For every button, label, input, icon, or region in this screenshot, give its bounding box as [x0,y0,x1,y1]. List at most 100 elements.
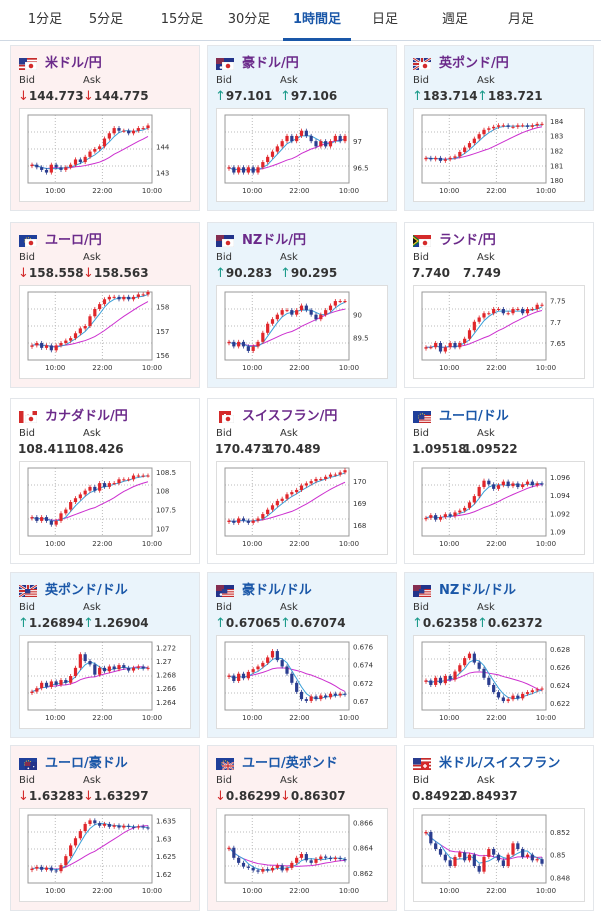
candle-body [448,860,452,866]
y-tick-label: 1.62 [156,871,172,879]
tab-weekly[interactable]: 週足 [441,12,468,27]
pair-title[interactable]: ユーロ/英ポンド [242,756,338,771]
card-usd-chf[interactable]: 米ドル/スイスフラン Bid Ask 0.84922 0.84937 0.852 0.85 0… [404,745,594,911]
pair-title[interactable]: カナダドル/円 [45,409,128,424]
pair-title[interactable]: 英ポンド/ドル [45,583,128,598]
candle-body [506,481,510,487]
candle-body [467,143,472,148]
tab-5min[interactable]: 5分足 [88,12,124,27]
candle-body [261,869,265,872]
ask-value: ↑183.721 [477,89,543,104]
price-chart[interactable]: 0.866 0.864 0.862 10:00 22:00 10:00 [216,808,388,902]
pair-title[interactable]: 米ドル/円 [45,56,102,71]
pair-title[interactable]: 英ポンド/円 [439,56,509,71]
tab-monthly[interactable]: 月足 [507,12,534,27]
arrow-down-icon: ↓ [83,789,94,804]
tab-15min[interactable]: 15分足 [160,12,204,27]
y-tick-label: 0.626 [550,664,571,672]
price-chart[interactable]: 1.272 1.27 1.268 1.266 1.264 10:00 22:00 10:00 [19,635,191,729]
x-tick-label: 22:00 [486,714,506,722]
price-chart[interactable]: 90 89.5 10:00 22:00 10:00 [216,285,388,379]
japan-flag-icon [25,239,37,247]
pair-title[interactable]: NZドル/円 [242,233,307,248]
candle-body [241,518,246,521]
tab-30min[interactable]: 30分足 [227,12,271,27]
price-chart[interactable]: 0.852 0.85 0.848 10:00 22:00 10:00 [413,808,585,902]
candle-body [136,128,140,131]
candle-body [434,157,438,160]
candle-body [443,854,447,861]
card-nzd-jpy[interactable]: NZドル/円 Bid Ask ↑90.283 ↑90.295 90 89.5 10:00 22:… [207,222,397,388]
candle-body [102,138,107,147]
candle-body [256,870,260,872]
candle-body [30,691,34,693]
price-chart[interactable]: 97 96.5 10:00 22:00 10:00 [216,108,388,202]
candle-body [482,480,486,488]
card-gbp-jpy[interactable]: 英ポンド/円 Bid Ask ↑183.714 ↑183.721 184 183 182 181… [404,45,594,211]
chart-svg: 108.5 108 107.5 107 10:00 22:00 10:00 [27,467,176,548]
price-chart[interactable]: 158 157 156 10:00 22:00 10:00 [19,285,191,379]
candle-body [107,823,111,827]
card-eur-jpy[interactable]: ユーロ/円 Bid Ask ↓158.558 ↓158.563 158 157 156 10:0… [10,222,200,388]
candle-body [40,343,44,348]
candle-body [540,304,544,306]
pair-title[interactable]: ユーロ/円 [45,233,102,248]
bid-label: Bid [216,775,232,786]
pair-title[interactable]: 米ドル/スイスフラン [439,756,561,771]
price-chart[interactable]: 0.628 0.626 0.624 0.622 10:00 22:00 10:00 [413,635,585,729]
pair-title[interactable]: NZドル/ドル [439,583,517,598]
card-aud-jpy[interactable]: 豪ドル/円 Bid Ask ↑97.101 ↑97.106 97 96.5 10:00 22:0… [207,45,397,211]
ask-label: Ask [477,602,495,613]
candle-body [540,123,544,125]
chart-svg: 97 96.5 10:00 22:00 10:00 [224,114,369,195]
card-zar-jpy[interactable]: ランド/円 Bid Ask 7.740 7.749 7.75 7.7 7.65 10:00 22:… [404,222,594,388]
flag-icon [25,415,37,423]
candle-body [492,484,496,489]
candle-body [78,831,82,839]
pair-title[interactable]: 豪ドル/円 [242,56,299,71]
price-chart[interactable]: 108.5 108 107.5 107 10:00 22:00 10:00 [19,461,191,555]
card-usd-jpy[interactable]: 米ドル/円 Bid Ask ↓144.773 ↓144.775 144 143 10:00 22… [10,45,200,211]
y-tick-label: 181 [550,162,563,170]
card-gbp-usd[interactable]: 英ポンド/ドル Bid Ask ↑1.26894 ↑1.26904 1.272 1.27 1.… [10,572,200,738]
y-tick-label: 0.628 [550,646,570,654]
plot-frame [421,814,547,884]
candle-body [328,141,333,147]
candle-body [458,665,462,672]
price-chart[interactable]: 1.096 1.094 1.092 1.09 10:00 22:00 10:00 [413,461,585,555]
price-chart[interactable]: 184 183 182 181 180 10:00 22:00 10:00 [413,108,585,202]
tab-1hour[interactable]: 1時間足 [283,0,351,41]
candle-body [290,862,294,868]
price-chart[interactable]: 0.676 0.674 0.672 0.67 10:00 22:00 10:00 [216,635,388,729]
candle-body [246,866,250,868]
card-eur-aud[interactable]: ユーロ/豪ドル Bid Ask ↓1.63283 ↓1.63297 1.635 1.63 1.… [10,745,200,911]
price-chart[interactable]: 144 143 10:00 22:00 10:00 [19,108,191,202]
candle-body [107,296,111,300]
candle-body [516,483,520,488]
candle-body [30,164,34,167]
card-nzd-usd[interactable]: NZドル/ドル Bid Ask ↑0.62358 ↑0.62372 0.628 0.626 0… [404,572,594,738]
pair-title[interactable]: ユーロ/ドル [439,409,509,424]
price-chart[interactable]: 1.635 1.63 1.625 1.62 10:00 22:00 10:00 [19,808,191,902]
candle-body [304,483,308,486]
ask-label: Ask [280,428,298,439]
bid-value: ↑90.283 [215,266,272,281]
tab-daily[interactable]: 日足 [371,12,398,27]
card-aud-usd[interactable]: 豪ドル/ドル Bid Ask ↑0.67065 ↑0.67074 0.676 0.674 0.… [207,572,397,738]
card-eur-usd[interactable]: ユーロ/ドル Bid Ask 1.09518 1.09522 1.096 1.094 1.09… [404,398,594,564]
pair-title[interactable]: 豪ドル/ドル [242,583,312,598]
pair-title[interactable]: ランド/円 [439,233,496,248]
price-chart[interactable]: 170 169 168 10:00 22:00 10:00 [216,461,388,555]
candle-body [521,309,525,314]
card-chf-jpy[interactable]: スイスフラン/円 Bid Ask 170.473 170.489 170 169 168 10:… [207,398,397,564]
price-chart[interactable]: 7.75 7.7 7.65 10:00 22:00 10:00 [413,285,585,379]
candle-body [516,843,520,849]
tab-1min[interactable]: 1分足 [27,12,63,27]
pair-title[interactable]: ユーロ/豪ドル [45,756,128,771]
card-eur-gbp[interactable]: ユーロ/英ポンド Bid Ask ↓0.86299 ↓0.86307 0.866 0.864… [207,745,397,911]
candle-body [463,658,467,666]
candle-body [40,866,44,870]
pair-title[interactable]: スイスフラン/円 [242,409,338,424]
card-cad-jpy[interactable]: カナダドル/円 Bid Ask 108.411 108.426 108.5 108 107.5… [10,398,200,564]
candle-body [448,343,452,348]
